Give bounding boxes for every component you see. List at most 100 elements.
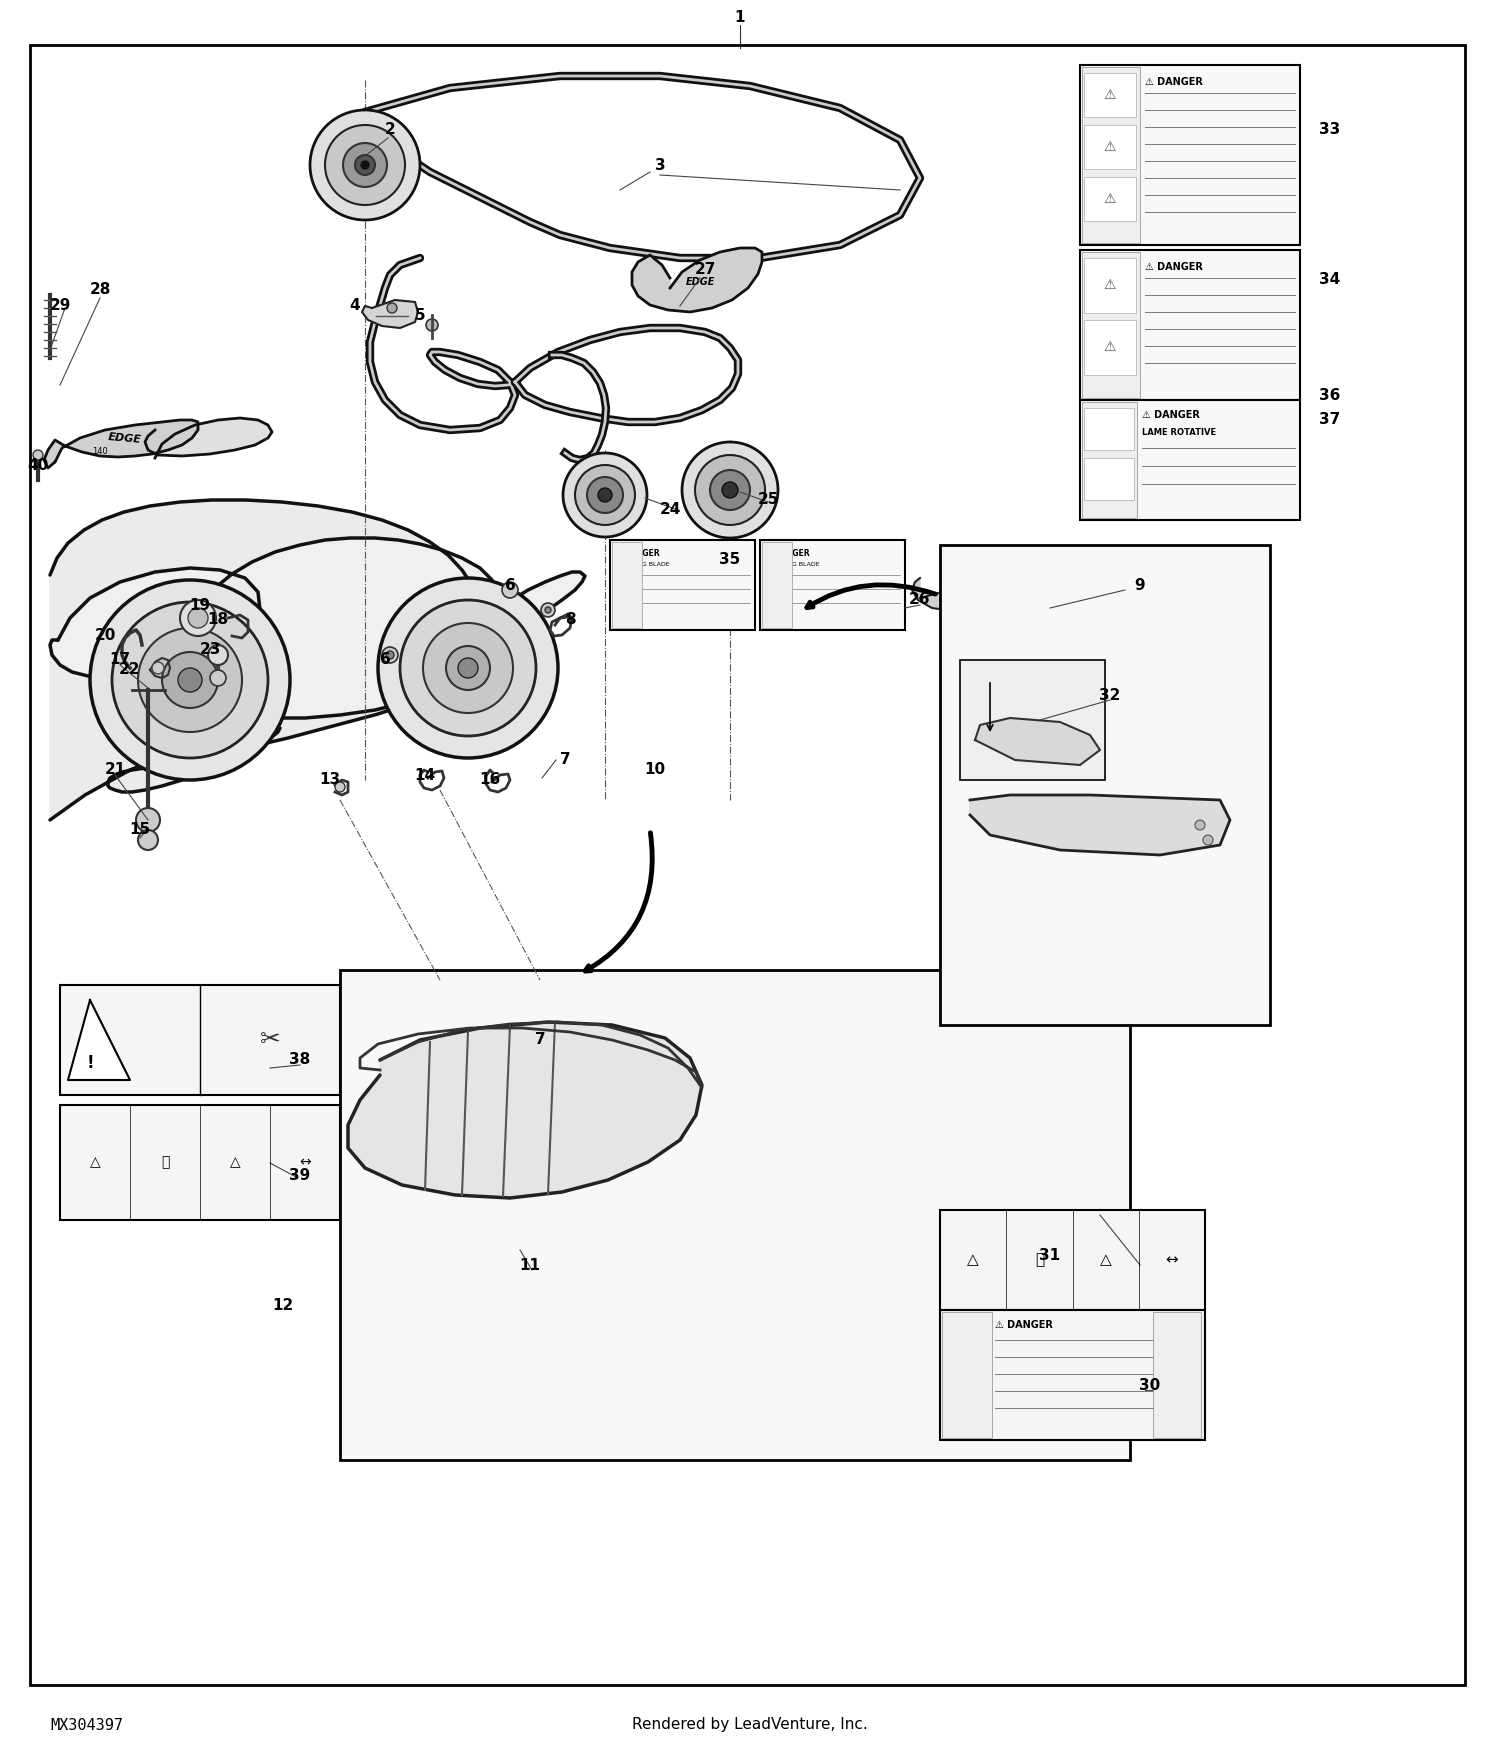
Text: ✂: ✂ bbox=[260, 1027, 280, 1052]
Bar bbox=[942, 1312, 992, 1438]
Text: 14: 14 bbox=[414, 768, 435, 782]
Polygon shape bbox=[68, 999, 130, 1080]
Circle shape bbox=[138, 628, 242, 732]
Bar bbox=[340, 970, 1130, 1460]
Text: 20: 20 bbox=[94, 628, 116, 642]
Circle shape bbox=[1196, 821, 1204, 830]
Circle shape bbox=[178, 668, 203, 691]
Text: 34: 34 bbox=[1320, 273, 1341, 287]
Bar bbox=[1154, 1312, 1202, 1438]
Bar bbox=[1084, 74, 1136, 117]
Text: ⚠: ⚠ bbox=[1104, 340, 1116, 354]
Text: ⚠ DANGER: ⚠ DANGER bbox=[1144, 77, 1203, 88]
Text: ⚠: ⚠ bbox=[1104, 192, 1116, 206]
Bar bbox=[760, 541, 904, 630]
Text: ▲ DANGER: ▲ DANGER bbox=[615, 548, 660, 556]
Text: 37: 37 bbox=[1320, 413, 1341, 427]
Text: 16: 16 bbox=[480, 772, 501, 788]
Text: 1: 1 bbox=[735, 10, 746, 26]
Bar bbox=[1080, 401, 1300, 520]
Text: 9: 9 bbox=[1134, 578, 1146, 593]
Circle shape bbox=[378, 578, 558, 758]
Text: 8: 8 bbox=[564, 612, 576, 628]
Circle shape bbox=[386, 651, 394, 660]
Circle shape bbox=[940, 590, 956, 605]
Circle shape bbox=[458, 658, 478, 677]
Circle shape bbox=[722, 481, 738, 499]
Bar bbox=[612, 542, 642, 628]
Circle shape bbox=[136, 808, 160, 831]
Circle shape bbox=[423, 623, 513, 712]
Text: 38: 38 bbox=[290, 1052, 310, 1068]
Bar bbox=[1080, 65, 1300, 245]
Text: 23: 23 bbox=[200, 642, 220, 658]
Polygon shape bbox=[970, 794, 1230, 856]
Text: 12: 12 bbox=[273, 1297, 294, 1312]
Circle shape bbox=[90, 579, 290, 780]
Circle shape bbox=[503, 583, 518, 598]
Polygon shape bbox=[975, 718, 1100, 765]
Bar bbox=[1082, 66, 1140, 243]
Text: 39: 39 bbox=[290, 1167, 310, 1183]
Circle shape bbox=[362, 161, 369, 170]
Text: 5: 5 bbox=[414, 308, 426, 322]
Text: 28: 28 bbox=[90, 282, 111, 298]
Bar bbox=[1084, 124, 1136, 170]
Text: ↔: ↔ bbox=[298, 1155, 310, 1169]
Circle shape bbox=[682, 443, 778, 537]
Circle shape bbox=[562, 453, 646, 537]
Text: 29: 29 bbox=[50, 298, 70, 313]
Bar bbox=[1082, 252, 1140, 397]
Bar bbox=[60, 1104, 340, 1220]
Circle shape bbox=[400, 600, 536, 737]
Text: 6: 6 bbox=[504, 578, 516, 593]
Bar bbox=[1084, 458, 1134, 500]
Text: 31: 31 bbox=[1040, 1248, 1060, 1262]
Text: 27: 27 bbox=[694, 262, 715, 278]
Bar bbox=[960, 660, 1106, 780]
Polygon shape bbox=[50, 500, 480, 821]
Text: ⚠: ⚠ bbox=[1104, 88, 1116, 102]
Text: ⚠ DANGER: ⚠ DANGER bbox=[1142, 410, 1200, 420]
Text: 6: 6 bbox=[380, 653, 390, 667]
Circle shape bbox=[598, 488, 612, 502]
Text: 17: 17 bbox=[110, 653, 130, 667]
Text: 15: 15 bbox=[129, 822, 150, 838]
Polygon shape bbox=[632, 248, 762, 312]
Bar bbox=[60, 985, 340, 1096]
Text: 26: 26 bbox=[909, 593, 930, 607]
Circle shape bbox=[382, 648, 398, 663]
Text: 33: 33 bbox=[1320, 123, 1341, 138]
Bar bbox=[1084, 177, 1136, 220]
Text: △: △ bbox=[968, 1253, 980, 1267]
Polygon shape bbox=[348, 1022, 702, 1199]
Text: 32: 32 bbox=[1100, 688, 1120, 702]
Text: ⚠ DANGER: ⚠ DANGER bbox=[994, 1320, 1053, 1330]
Text: ⚠: ⚠ bbox=[1104, 278, 1116, 292]
Text: 24: 24 bbox=[660, 502, 681, 518]
Text: △: △ bbox=[1100, 1253, 1112, 1267]
Polygon shape bbox=[44, 420, 198, 467]
Bar bbox=[1080, 250, 1300, 401]
Text: ▲ DANGER: ▲ DANGER bbox=[765, 548, 810, 556]
Text: 40: 40 bbox=[27, 457, 48, 472]
Text: 13: 13 bbox=[320, 772, 340, 788]
Text: 4: 4 bbox=[350, 298, 360, 313]
Text: 36: 36 bbox=[1320, 387, 1341, 402]
Text: 19: 19 bbox=[189, 597, 210, 612]
Polygon shape bbox=[146, 418, 272, 459]
Text: 10: 10 bbox=[645, 763, 666, 777]
Polygon shape bbox=[50, 537, 500, 718]
Circle shape bbox=[310, 110, 420, 220]
Circle shape bbox=[426, 318, 438, 331]
Bar bbox=[940, 1209, 1204, 1311]
Circle shape bbox=[334, 782, 345, 793]
Circle shape bbox=[694, 455, 765, 525]
Polygon shape bbox=[362, 299, 419, 327]
Text: EDGE: EDGE bbox=[686, 276, 714, 287]
Circle shape bbox=[344, 144, 387, 187]
Text: ROTATING BLADE: ROTATING BLADE bbox=[615, 562, 669, 567]
Text: 35: 35 bbox=[720, 553, 741, 567]
Circle shape bbox=[188, 607, 209, 628]
Circle shape bbox=[356, 156, 375, 175]
